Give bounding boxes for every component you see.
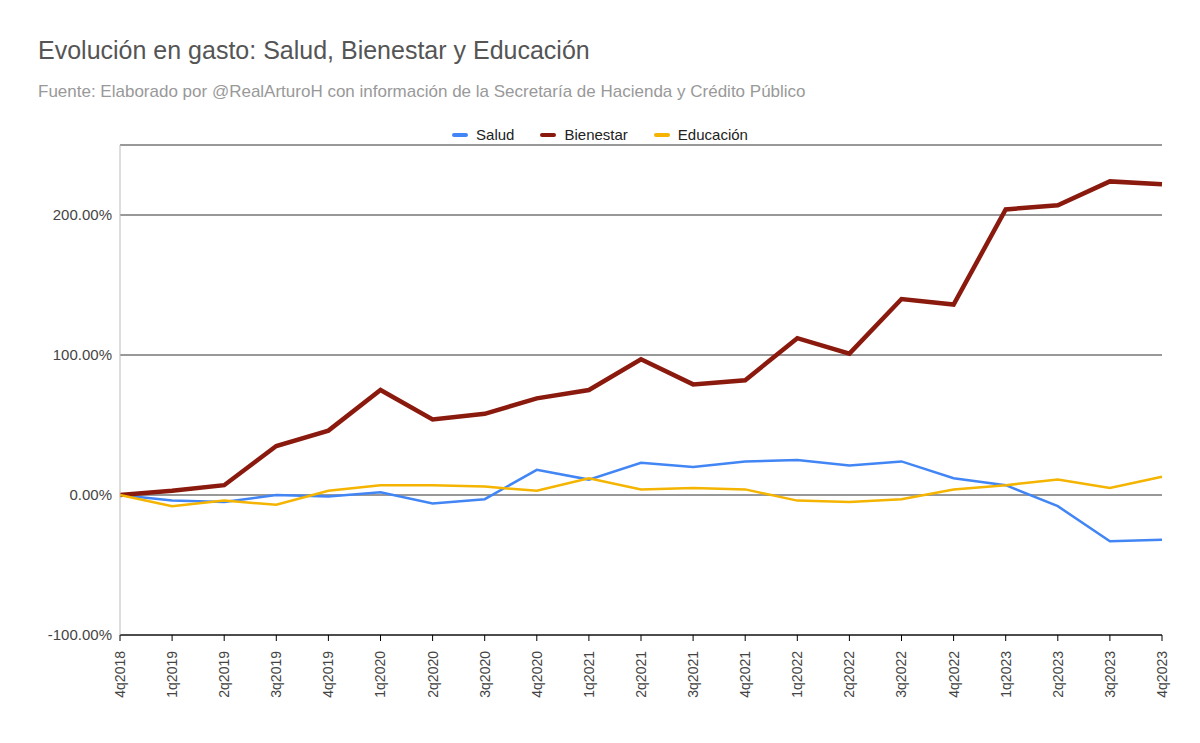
svg-text:1q2020: 1q2020	[372, 651, 388, 698]
html-text:Evolución en gasto: Salud, Bie: Evolución en gasto: Salud, Bienestar y E…	[38, 36, 590, 64]
svg-text:1q2019: 1q2019	[164, 651, 180, 698]
svg-text:2q2022: 2q2022	[841, 651, 857, 698]
svg-text:3q2023: 3q2023	[1102, 651, 1118, 698]
svg-text:2q2021: 2q2021	[633, 651, 649, 698]
svg-text:1q2023: 1q2023	[998, 651, 1014, 698]
svg-text:2q2023: 2q2023	[1050, 651, 1066, 698]
svg-text:2q2019: 2q2019	[216, 651, 232, 698]
svg-text:100.00%: 100.00%	[53, 346, 112, 363]
svg-text:4q2021: 4q2021	[737, 651, 753, 698]
html-text:Educación: Educación	[677, 126, 748, 143]
html-text:Bienestar: Bienestar	[564, 126, 628, 143]
svg-text:0.00%: 0.00%	[69, 486, 112, 503]
html-text:Salud: Salud	[476, 126, 515, 143]
svg-text:1q2022: 1q2022	[789, 651, 805, 698]
svg-text:4q2019: 4q2019	[320, 651, 336, 698]
html-text:Fuente: Elaborado por @RealArt: Fuente: Elaborado por @RealArturoH con i…	[38, 82, 806, 101]
svg-text:3q2021: 3q2021	[685, 651, 701, 698]
svg-text:3q2022: 3q2022	[893, 651, 909, 698]
svg-text:200.00%: 200.00%	[53, 206, 112, 223]
svg-text:4q2023: 4q2023	[1154, 651, 1170, 698]
svg-text:2q2020: 2q2020	[425, 651, 441, 698]
svg-text:3q2019: 3q2019	[268, 651, 284, 698]
svg-text:3q2020: 3q2020	[477, 651, 493, 698]
svg-text:-100.00%: -100.00%	[48, 626, 112, 643]
svg-text:4q2018: 4q2018	[112, 651, 128, 698]
svg-text:4q2020: 4q2020	[529, 651, 545, 698]
svg-text:1q2021: 1q2021	[581, 651, 597, 698]
svg-text:4q2022: 4q2022	[946, 651, 962, 698]
